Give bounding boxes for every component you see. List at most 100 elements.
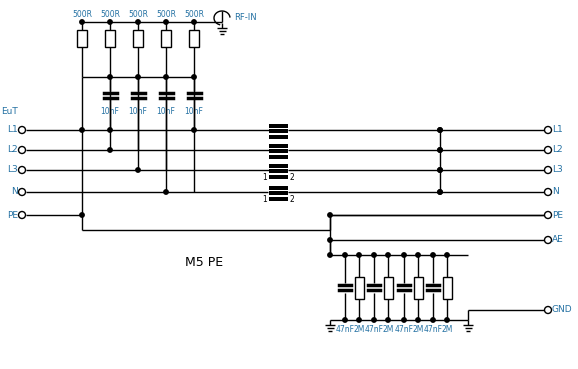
Circle shape — [544, 127, 551, 134]
Bar — [413, 276, 423, 299]
Text: L1: L1 — [8, 125, 18, 134]
Bar — [269, 129, 287, 133]
Text: PE: PE — [552, 210, 563, 220]
Circle shape — [372, 318, 376, 322]
Text: 10nF: 10nF — [157, 107, 176, 116]
Circle shape — [372, 253, 376, 257]
Circle shape — [164, 75, 168, 79]
Text: 47nF: 47nF — [395, 325, 413, 334]
Circle shape — [80, 20, 84, 24]
Circle shape — [80, 213, 84, 217]
Text: L2: L2 — [552, 145, 562, 155]
Circle shape — [438, 128, 442, 132]
Circle shape — [164, 20, 168, 24]
Text: L3: L3 — [8, 166, 18, 175]
Bar — [189, 30, 199, 47]
Circle shape — [357, 318, 361, 322]
Text: L2: L2 — [8, 145, 18, 155]
Circle shape — [544, 307, 551, 314]
Bar — [383, 276, 392, 299]
Circle shape — [431, 253, 435, 257]
Text: EuT: EuT — [1, 107, 18, 117]
Circle shape — [386, 318, 390, 322]
Text: GND: GND — [552, 306, 573, 314]
Circle shape — [18, 211, 25, 218]
Text: 47nF: 47nF — [424, 325, 443, 334]
Text: 500R: 500R — [156, 10, 176, 19]
Circle shape — [192, 128, 196, 132]
Text: 2M: 2M — [353, 325, 365, 334]
Circle shape — [164, 190, 168, 194]
Circle shape — [328, 213, 332, 217]
Bar — [269, 163, 287, 168]
Circle shape — [357, 253, 361, 257]
Text: N: N — [552, 187, 559, 197]
Text: 500R: 500R — [72, 10, 92, 19]
Circle shape — [108, 20, 112, 24]
Bar — [269, 175, 287, 179]
Circle shape — [445, 253, 449, 257]
Circle shape — [192, 20, 196, 24]
Text: 47nF: 47nF — [365, 325, 383, 334]
Circle shape — [108, 75, 112, 79]
Text: 2: 2 — [290, 172, 294, 182]
Text: 2: 2 — [290, 194, 294, 203]
Bar — [269, 155, 287, 159]
Circle shape — [136, 168, 140, 172]
Circle shape — [438, 190, 442, 194]
Text: PE: PE — [7, 210, 18, 220]
Circle shape — [416, 253, 420, 257]
Circle shape — [544, 211, 551, 218]
Circle shape — [438, 168, 442, 172]
Bar — [77, 30, 87, 47]
Text: 500R: 500R — [128, 10, 148, 19]
Text: 2M: 2M — [442, 325, 453, 334]
Circle shape — [328, 253, 332, 257]
Bar — [105, 30, 115, 47]
Text: 10nF: 10nF — [101, 107, 120, 116]
Circle shape — [192, 75, 196, 79]
Circle shape — [328, 238, 332, 242]
Circle shape — [544, 237, 551, 244]
Circle shape — [402, 253, 406, 257]
Text: 47nF: 47nF — [335, 325, 354, 334]
Circle shape — [416, 318, 420, 322]
Circle shape — [438, 148, 442, 152]
Bar — [269, 124, 287, 128]
Text: L3: L3 — [552, 166, 563, 175]
Circle shape — [438, 148, 442, 152]
Bar — [161, 30, 171, 47]
Bar — [269, 144, 287, 148]
Circle shape — [343, 318, 347, 322]
Text: 2M: 2M — [412, 325, 424, 334]
Circle shape — [136, 20, 140, 24]
Text: 10nF: 10nF — [184, 107, 203, 116]
Circle shape — [18, 189, 25, 196]
Text: 500R: 500R — [100, 10, 120, 19]
Circle shape — [438, 190, 442, 194]
Text: L1: L1 — [552, 125, 563, 134]
Bar — [269, 169, 287, 173]
Circle shape — [18, 127, 25, 134]
Circle shape — [544, 166, 551, 173]
Text: RF-IN: RF-IN — [234, 13, 257, 21]
Text: N: N — [11, 187, 18, 197]
Circle shape — [402, 318, 406, 322]
Circle shape — [108, 128, 112, 132]
Text: AE: AE — [552, 235, 564, 245]
Text: 1: 1 — [262, 172, 266, 182]
Bar — [354, 276, 364, 299]
Circle shape — [544, 189, 551, 196]
Bar — [269, 186, 287, 190]
Circle shape — [431, 318, 435, 322]
Circle shape — [18, 166, 25, 173]
Circle shape — [438, 168, 442, 172]
Text: 2M: 2M — [382, 325, 394, 334]
Circle shape — [136, 75, 140, 79]
Circle shape — [438, 128, 442, 132]
Circle shape — [544, 146, 551, 154]
Text: M5 PE: M5 PE — [185, 256, 223, 269]
Circle shape — [386, 253, 390, 257]
Text: 10nF: 10nF — [128, 107, 147, 116]
Bar — [269, 149, 287, 153]
